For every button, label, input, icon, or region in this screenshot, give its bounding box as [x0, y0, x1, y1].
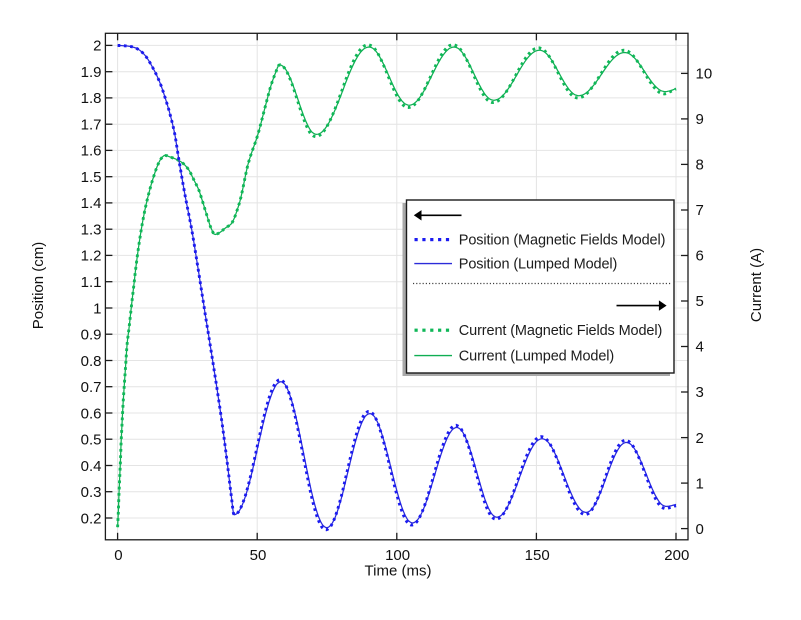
svg-text:Current (Magnetic Fields Model: Current (Magnetic Fields Model) — [459, 323, 662, 339]
svg-text:150: 150 — [525, 547, 550, 564]
svg-text:0.4: 0.4 — [81, 458, 102, 475]
svg-text:Current (Lumped Model): Current (Lumped Model) — [459, 348, 614, 364]
svg-text:6: 6 — [696, 248, 704, 265]
svg-text:1.7: 1.7 — [81, 117, 102, 134]
svg-text:1.3: 1.3 — [81, 222, 102, 239]
svg-text:0.8: 0.8 — [81, 353, 102, 370]
svg-text:Time (ms): Time (ms) — [365, 563, 432, 580]
svg-text:0: 0 — [114, 547, 122, 564]
svg-text:2: 2 — [696, 430, 704, 447]
svg-text:5: 5 — [696, 293, 704, 310]
svg-text:0.7: 0.7 — [81, 379, 102, 396]
svg-text:1.4: 1.4 — [81, 195, 102, 212]
svg-text:10: 10 — [696, 66, 713, 83]
svg-text:Current (A): Current (A) — [748, 248, 765, 322]
svg-text:2: 2 — [93, 38, 101, 55]
svg-text:1.5: 1.5 — [81, 169, 102, 186]
svg-text:1.2: 1.2 — [81, 248, 102, 265]
svg-text:0.5: 0.5 — [81, 432, 102, 449]
svg-text:8: 8 — [696, 157, 704, 174]
svg-text:0.3: 0.3 — [81, 484, 102, 501]
svg-text:Position (cm): Position (cm) — [30, 242, 47, 330]
svg-text:0: 0 — [696, 521, 704, 538]
svg-text:0.9: 0.9 — [81, 327, 102, 344]
svg-text:9: 9 — [696, 111, 704, 128]
svg-text:1.6: 1.6 — [81, 143, 102, 160]
svg-text:1: 1 — [696, 475, 704, 492]
svg-text:3: 3 — [696, 384, 704, 401]
svg-text:0.6: 0.6 — [81, 405, 102, 422]
svg-text:7: 7 — [696, 202, 704, 219]
svg-text:Position (Magnetic Fields Mode: Position (Magnetic Fields Model) — [459, 232, 666, 248]
svg-text:0.2: 0.2 — [81, 510, 102, 527]
svg-text:1.8: 1.8 — [81, 90, 102, 107]
svg-text:4: 4 — [696, 339, 704, 356]
svg-text:Position (Lumped Model): Position (Lumped Model) — [459, 256, 617, 272]
svg-text:50: 50 — [250, 547, 267, 564]
svg-text:1.1: 1.1 — [81, 274, 102, 291]
svg-text:100: 100 — [385, 547, 410, 564]
svg-text:1.9: 1.9 — [81, 64, 102, 81]
svg-text:1: 1 — [93, 300, 101, 317]
svg-text:200: 200 — [664, 547, 689, 564]
